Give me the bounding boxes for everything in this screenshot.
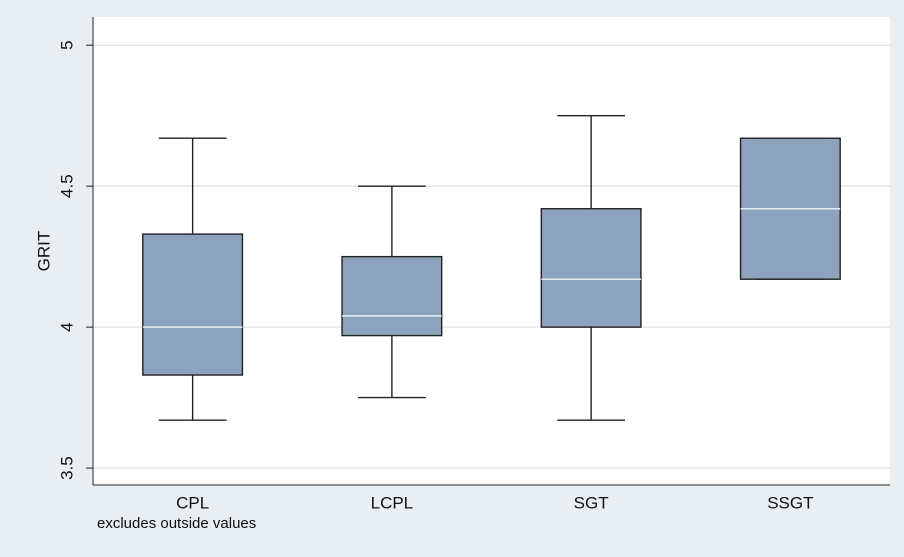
note: excludes outside values bbox=[97, 515, 256, 532]
x-tick-label: LCPL bbox=[371, 493, 414, 512]
y-tick-label: 3.5 bbox=[57, 456, 76, 480]
y-axis-title: GRIT bbox=[34, 231, 53, 272]
x-tick-label: SGT bbox=[574, 493, 609, 512]
x-tick-label: CPL bbox=[176, 493, 209, 512]
box bbox=[540, 208, 642, 328]
y-tick-label: 5 bbox=[57, 40, 76, 49]
box bbox=[341, 255, 443, 337]
box bbox=[142, 233, 244, 376]
x-tick-label: SSGT bbox=[767, 493, 813, 512]
y-tick-label: 4 bbox=[57, 322, 76, 331]
y-tick-label: 4.5 bbox=[57, 174, 76, 198]
